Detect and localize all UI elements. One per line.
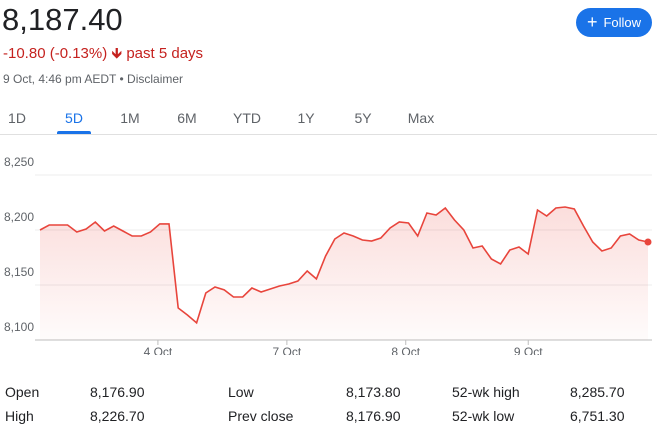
y-tick-label: 8,150 xyxy=(4,265,34,279)
stat-label: Open xyxy=(5,384,40,400)
y-tick-label: 8,250 xyxy=(4,155,34,169)
down-arrow: 🡻 xyxy=(111,45,123,62)
follow-label: Follow xyxy=(603,15,642,30)
stat-label: Prev close xyxy=(228,408,294,424)
stat-label: 52-wk low xyxy=(452,408,515,424)
price: 8,187.40 xyxy=(2,2,123,37)
tab-underline xyxy=(57,131,91,134)
tab[interactable]: 1Y xyxy=(297,110,315,126)
stat-value: 8,176.90 xyxy=(346,408,401,424)
chart: 8,100 8,150 8,200 8,250 4 Oct 7 Oct 8 Oct 9 Oct xyxy=(4,155,652,355)
stat-label: Low xyxy=(228,384,254,400)
stat-label: 52-wk high xyxy=(452,384,520,400)
timestamp-line: 9 Oct, 4:46 pm AEDT • Disclaimer xyxy=(3,72,184,86)
tab[interactable]: Max xyxy=(407,110,435,126)
stat-value: 8,176.90 xyxy=(90,384,145,400)
tab[interactable]: 5Y xyxy=(354,110,372,126)
plus-icon: + xyxy=(586,12,598,32)
x-tick-label: 9 Oct xyxy=(514,345,543,355)
x-tick-label: 7 Oct xyxy=(273,345,302,355)
stat-label: High xyxy=(5,408,34,424)
tab[interactable]: 1D xyxy=(8,110,26,126)
period: past 5 days xyxy=(126,45,204,62)
x-tick-label: 4 Oct xyxy=(144,345,173,355)
stat-value: 6,751.30 xyxy=(570,408,625,424)
separator xyxy=(0,134,657,135)
price-line xyxy=(39,206,649,325)
stat-value: 8,226.70 xyxy=(90,408,145,424)
area xyxy=(40,207,648,340)
tab[interactable]: 5D xyxy=(65,110,83,126)
last-point xyxy=(644,238,652,246)
disclaimer[interactable]: Disclaimer xyxy=(127,72,184,86)
tab[interactable]: YTD xyxy=(233,110,261,126)
tab[interactable]: 6M xyxy=(177,110,197,126)
stat-value: 8,173.80 xyxy=(346,384,401,400)
change-value: -10.80 (-0.13%) xyxy=(3,45,108,62)
timestamp: 9 Oct, 4:46 pm AEDT xyxy=(3,72,117,86)
change: -10.80 (-0.13%) 🡻 past 5 days xyxy=(3,43,203,68)
follow-button[interactable]: + Follow xyxy=(576,8,652,37)
y-tick-label: 8,100 xyxy=(4,320,34,334)
tab[interactable]: 1M xyxy=(120,110,140,126)
x-tick-label: 8 Oct xyxy=(391,345,420,355)
y-tick-label: 8,200 xyxy=(4,210,34,224)
stat-value: 8,285.70 xyxy=(570,384,625,400)
